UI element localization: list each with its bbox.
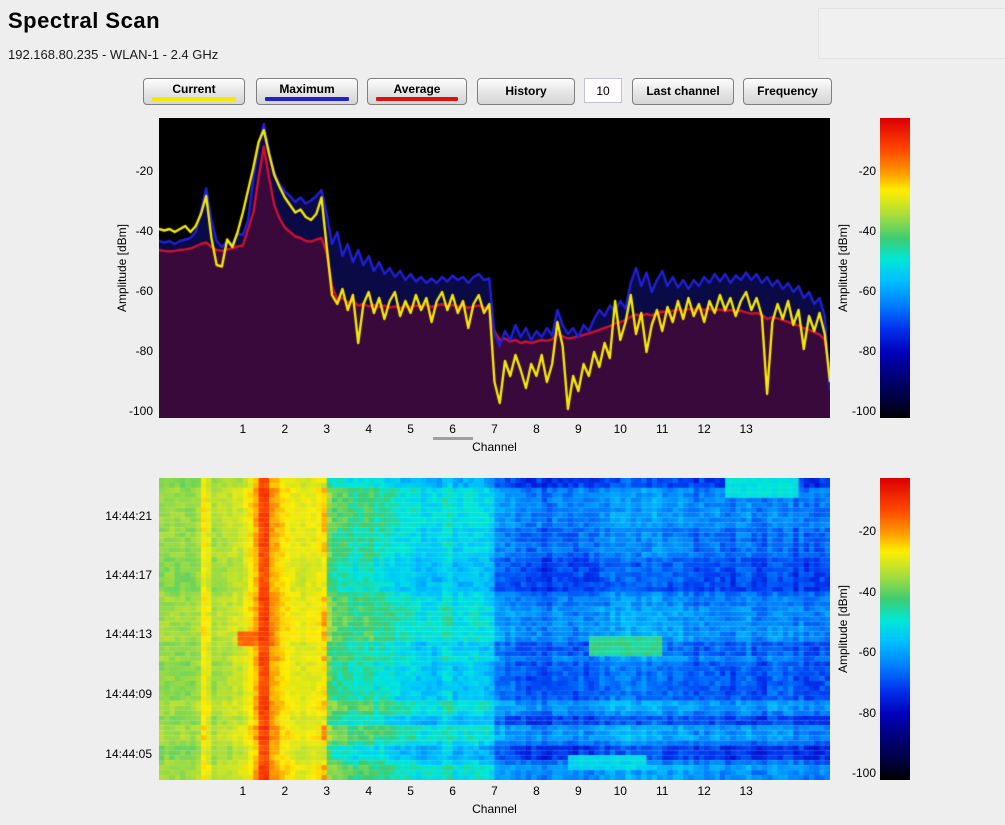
time-tick-label: 14:44:09 — [105, 686, 152, 701]
history-button-label: History — [505, 84, 547, 98]
x-tick-label: 12 — [697, 784, 711, 798]
time-tick-label: 14:44:21 — [105, 508, 152, 523]
x-tick-label: 5 — [407, 422, 414, 436]
x-tick-label: 4 — [365, 422, 373, 436]
x-tick-label: 11 — [656, 784, 669, 798]
colorbar-tick-label: -20 — [858, 164, 876, 178]
colorbar-tick-label: -100 — [851, 404, 876, 418]
x-tick-label: 5 — [407, 784, 414, 798]
x-tick-label: 12 — [697, 422, 711, 436]
y-tick-label: -100 — [128, 404, 153, 418]
time-tick-label: 14:44:17 — [105, 567, 152, 582]
x-tick-label: 13 — [739, 784, 753, 798]
y-tick-label: -60 — [135, 284, 153, 298]
last-channel-button-label: Last channel — [646, 84, 720, 98]
maximum-button-underline — [265, 97, 349, 101]
top-right-panel — [818, 8, 1005, 59]
spectrogram-chart — [159, 478, 830, 780]
x-tick-label: 6 — [449, 784, 456, 798]
x-tick-label: 13 — [739, 422, 753, 436]
x-tick-label: 1 — [239, 784, 247, 798]
current-button-underline — [152, 97, 236, 101]
selected-channel-underline — [432, 437, 473, 440]
spectral-chart — [159, 118, 830, 418]
x-tick-label: 2 — [281, 784, 289, 798]
amplitude-colorbar-bottom — [880, 478, 910, 780]
colorbar-tick-label: -60 — [858, 284, 876, 298]
maximum-button[interactable]: Maximum — [256, 78, 358, 105]
amplitude-colorbar-top — [880, 118, 910, 418]
current-button-label: Current — [172, 82, 216, 96]
page-title: Spectral Scan — [8, 8, 161, 33]
x-tick-label: 4 — [365, 784, 373, 798]
x-tick-label: 3 — [323, 784, 331, 798]
time-tick-label: 14:44:13 — [105, 627, 152, 642]
colorbar-tick-label: -40 — [858, 584, 876, 599]
y-tick-label: -20 — [135, 164, 153, 178]
colorbar-tick-label: -100 — [851, 765, 876, 780]
x-tick-label: 8 — [533, 422, 540, 436]
x-tick-label: 6 — [449, 422, 456, 436]
average-button-underline — [375, 97, 459, 101]
average-button[interactable]: Average — [367, 78, 467, 105]
x-tick-label: 3 — [323, 422, 331, 436]
history-count-input[interactable] — [584, 78, 622, 103]
time-tick-label: 14:44:05 — [105, 746, 152, 761]
colorbar-tick-label: -20 — [858, 524, 876, 539]
history-button[interactable]: History — [477, 78, 575, 105]
x-tick-label: 7 — [491, 422, 498, 436]
maximum-button-label: Maximum — [279, 82, 335, 96]
current-button[interactable]: Current — [143, 78, 245, 105]
y-tick-label: -80 — [135, 344, 153, 358]
y-tick-label: -40 — [135, 224, 153, 238]
colorbar-tick-label: -80 — [858, 705, 876, 720]
x-axis-label-bottom: Channel — [472, 802, 517, 816]
x-tick-label: 7 — [491, 784, 498, 798]
x-axis-label-top: Channel — [472, 440, 517, 454]
average-button-label: Average — [393, 82, 441, 96]
x-tick-label: 1 — [239, 422, 247, 436]
x-tick-label: 2 — [281, 422, 289, 436]
last-channel-button[interactable]: Last channel — [632, 78, 734, 105]
x-tick-label: 11 — [656, 422, 669, 436]
colorbar-tick-label: -80 — [858, 344, 876, 358]
colorbar-tick-label: -60 — [858, 645, 876, 660]
x-tick-label: 10 — [613, 784, 627, 798]
device-subtitle: 192.168.80.235 - WLAN-1 - 2.4 GHz — [8, 47, 219, 62]
x-tick-label: 9 — [575, 784, 582, 798]
x-tick-label: 8 — [533, 784, 540, 798]
frequency-button-label: Frequency — [757, 84, 818, 98]
x-tick-label: 9 — [575, 422, 582, 436]
colorbar-tick-label: -40 — [858, 224, 876, 238]
frequency-button[interactable]: Frequency — [743, 78, 832, 105]
x-tick-label: 10 — [613, 422, 627, 436]
